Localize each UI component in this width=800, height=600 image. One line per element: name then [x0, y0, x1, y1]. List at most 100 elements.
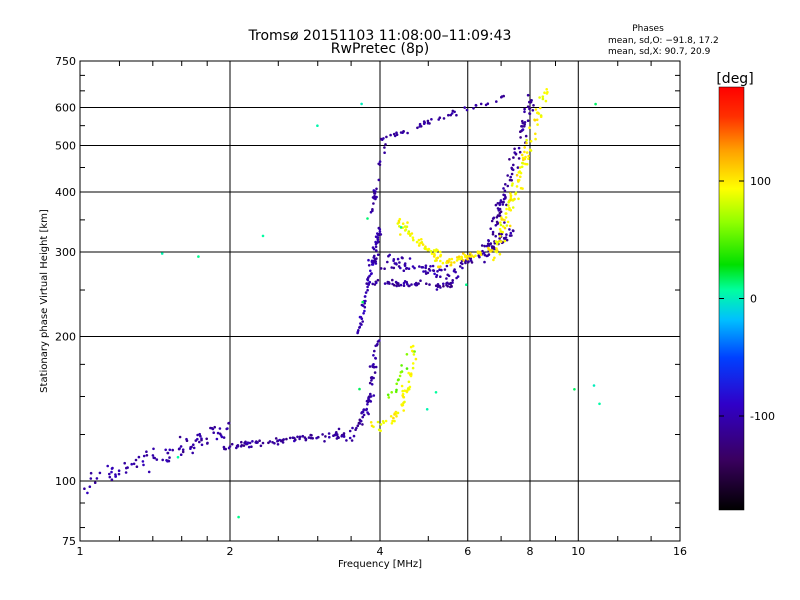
data-point — [391, 278, 394, 282]
data-point — [357, 329, 360, 332]
data-point — [205, 437, 208, 441]
data-point — [301, 434, 305, 438]
data-point — [541, 97, 545, 101]
data-point — [469, 257, 473, 260]
data-point — [354, 428, 357, 432]
data-point — [247, 445, 251, 449]
data-point — [451, 279, 455, 282]
data-point — [108, 475, 112, 479]
data-point — [407, 380, 411, 384]
data-point — [423, 247, 427, 250]
data-point — [383, 267, 386, 271]
data-point — [517, 146, 521, 150]
data-point — [227, 422, 230, 425]
data-point — [342, 432, 346, 435]
data-point — [385, 135, 388, 139]
data-point — [372, 363, 375, 366]
data-point — [492, 258, 495, 262]
data-point — [235, 446, 238, 450]
data-point — [171, 448, 174, 452]
y-tick-label: 600 — [55, 102, 76, 115]
data-point — [510, 179, 513, 182]
data-point — [500, 218, 504, 221]
data-point — [502, 187, 505, 190]
data-point — [369, 421, 373, 424]
data-point — [168, 448, 172, 452]
data-point — [372, 354, 375, 357]
data-point — [398, 261, 401, 264]
x-tick-label: 6 — [464, 545, 471, 558]
data-point — [377, 226, 381, 230]
data-point — [544, 99, 548, 103]
data-point — [523, 146, 526, 149]
data-point — [440, 268, 443, 272]
data-point — [393, 419, 396, 423]
data-point — [534, 137, 537, 141]
data-point — [89, 471, 93, 475]
data-point — [293, 436, 296, 440]
data-point — [536, 111, 539, 115]
data-point — [178, 435, 182, 439]
data-point — [493, 256, 496, 260]
data-point — [450, 257, 454, 261]
y-tick-label: 200 — [55, 331, 76, 344]
stats-x-mode: mean, sd,X: 90.7, 20.9 — [608, 47, 711, 57]
data-point — [397, 378, 400, 381]
data-point — [185, 437, 188, 441]
data-point — [365, 282, 369, 285]
data-point — [371, 261, 375, 264]
data-point — [327, 432, 331, 435]
data-point — [503, 189, 507, 193]
data-point — [466, 257, 469, 261]
data-point — [519, 130, 522, 133]
data-point — [499, 240, 503, 243]
y-tick-label: 300 — [55, 246, 76, 259]
data-point — [507, 204, 510, 207]
data-point — [406, 232, 410, 235]
data-point — [401, 222, 405, 225]
data-point — [220, 435, 224, 439]
data-point — [445, 264, 449, 268]
data-point — [222, 436, 226, 439]
data-point — [356, 424, 360, 428]
data-point — [431, 264, 435, 268]
data-point — [433, 272, 436, 276]
data-point — [123, 461, 126, 465]
data-point — [369, 272, 373, 276]
data-point — [361, 300, 365, 304]
data-point — [418, 242, 421, 245]
data-point — [436, 283, 440, 286]
data-point — [236, 444, 240, 447]
data-point — [374, 356, 377, 360]
data-point — [470, 254, 474, 257]
data-point — [459, 261, 463, 265]
data-point — [426, 119, 430, 123]
data-point — [374, 242, 378, 246]
data-point — [427, 248, 431, 251]
data-point — [382, 137, 385, 140]
data-point — [520, 165, 524, 169]
data-point — [504, 216, 508, 219]
data-point — [142, 463, 145, 467]
data-point — [459, 265, 462, 268]
data-point — [198, 432, 201, 436]
chart-subtitle: RwPretec (8p) — [331, 41, 429, 57]
data-point — [536, 123, 539, 126]
data-point — [399, 131, 403, 134]
data-point — [194, 439, 198, 442]
data-point — [369, 376, 373, 380]
data-point — [407, 267, 411, 271]
data-point — [455, 113, 458, 117]
data-point — [466, 260, 470, 264]
data-point — [498, 227, 502, 231]
data-point — [415, 240, 419, 244]
data-point — [424, 264, 428, 268]
data-point — [386, 260, 389, 264]
data-point — [142, 454, 146, 458]
data-point — [447, 113, 450, 117]
data-point — [405, 280, 409, 284]
data-point — [161, 458, 164, 462]
data-point — [398, 374, 402, 378]
data-point — [259, 444, 263, 448]
data-point — [125, 466, 128, 470]
